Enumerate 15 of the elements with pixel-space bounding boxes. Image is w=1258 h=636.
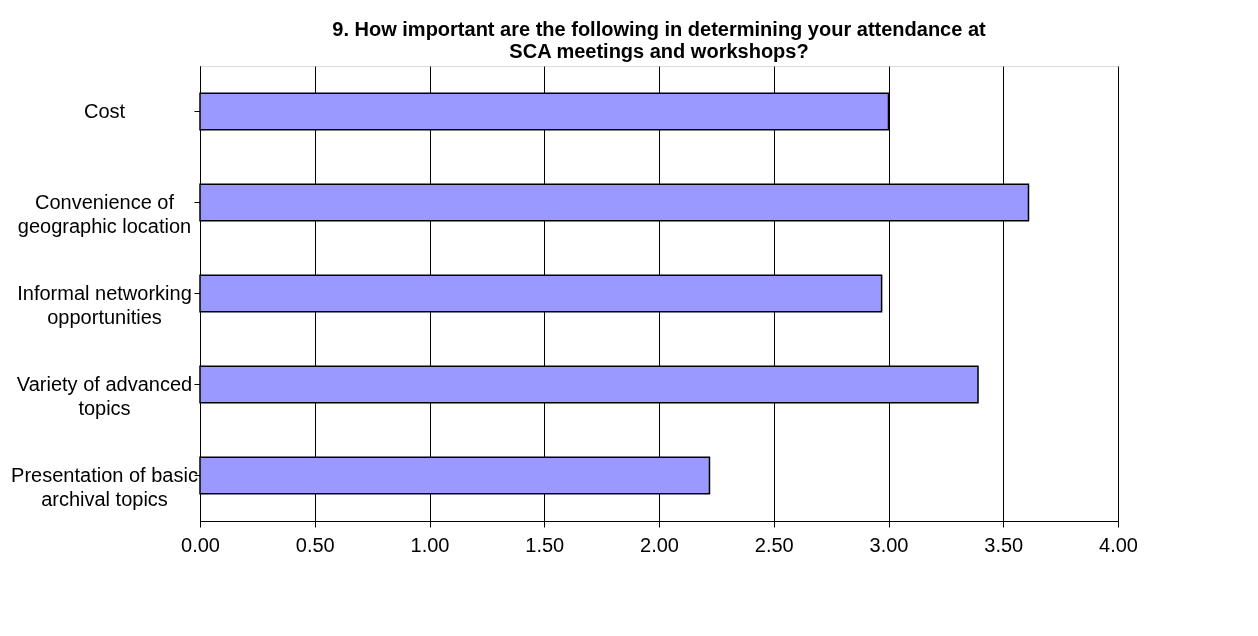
x-tick-label: 2.50	[754, 533, 794, 556]
y-tick-label: Variety of advanced topics	[16, 372, 193, 419]
chart-title: 9. How important are the following in determining your attendance at SCA meetings and workshops?	[332, 18, 987, 62]
x-tick-label: 1.00	[410, 533, 450, 556]
x-tick-label: 3.00	[869, 533, 909, 556]
y-tick-label: Convenience of geographic location	[17, 190, 192, 237]
y-tick-label: Informal networking opportunities	[17, 281, 192, 328]
x-tick-label: 0.00	[181, 533, 220, 556]
x-tick-label: 0.50	[295, 533, 335, 556]
y-tick-label: Cost	[83, 99, 126, 122]
y-tick-label: Presentation of basic archival topics	[11, 463, 198, 510]
x-tick-label: 1.50	[525, 533, 565, 556]
x-tick-label: 4.00	[1099, 533, 1138, 556]
x-tick-label: 3.50	[984, 533, 1024, 556]
x-tick-label: 2.00	[640, 533, 679, 556]
